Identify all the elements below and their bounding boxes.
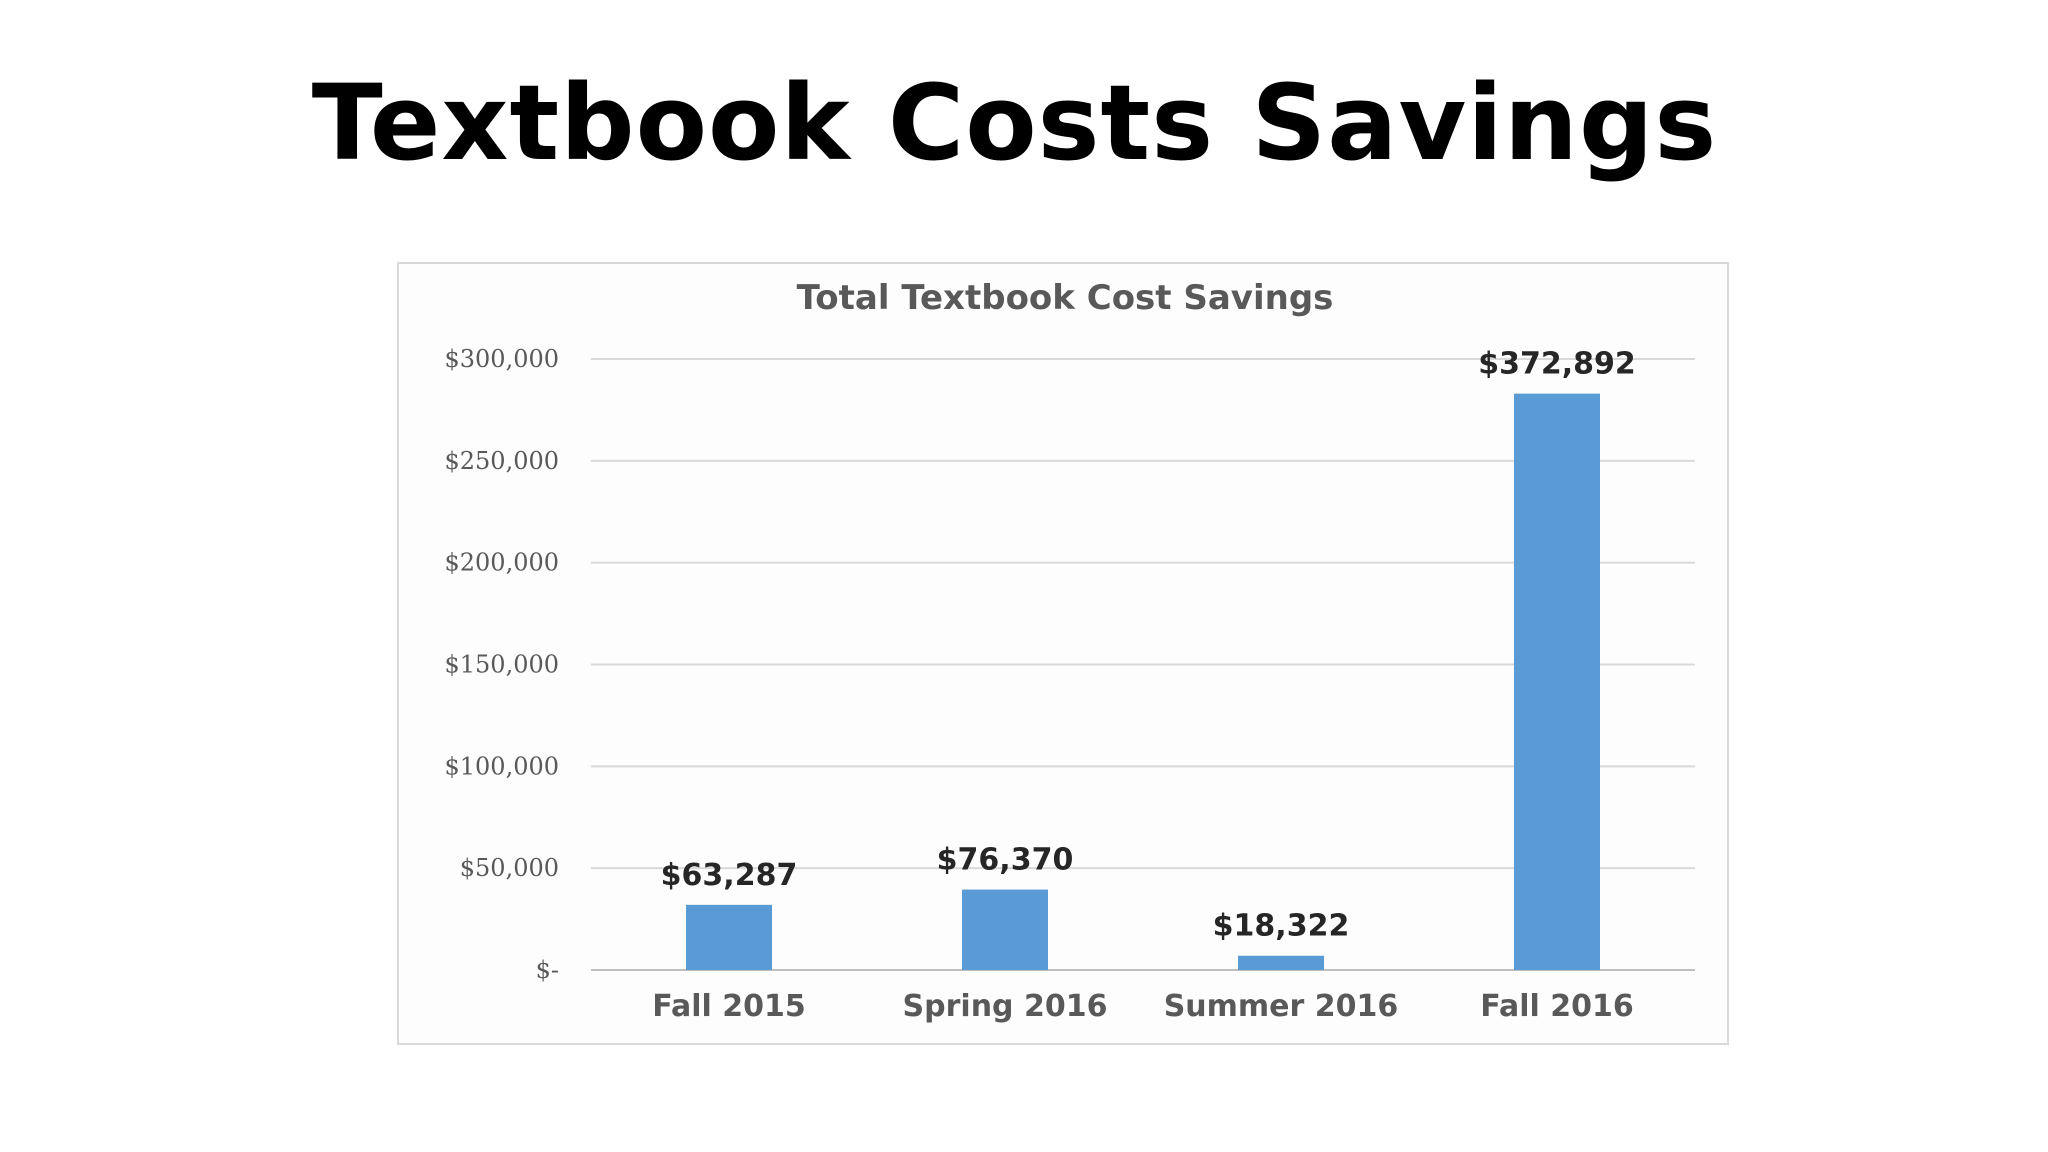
y-tick-label: $50,000 [460, 854, 559, 882]
y-tick-label: $100,000 [444, 752, 559, 780]
x-category-label: Spring 2016 [903, 989, 1108, 1024]
bar-chart: Total Textbook Cost Savings $- $50,000 $10… [444, 278, 1695, 1024]
y-tick-label: $150,000 [444, 651, 559, 679]
x-axis-categories: Fall 2015 Spring 2016 Summer 2016 Fall 2016 [652, 989, 1634, 1024]
y-tick-label: $200,000 [444, 549, 559, 577]
x-category-label: Fall 2015 [652, 989, 806, 1024]
y-tick-label: $300,000 [444, 345, 559, 373]
y-tick-label: $- [536, 956, 559, 984]
chart-container: Total Textbook Cost Savings $- $50,000 $10… [397, 262, 1729, 1045]
x-category-label: Fall 2016 [1480, 989, 1634, 1024]
data-labels: $63,287 $76,370 $18,322 $372,892 [661, 347, 1636, 944]
x-category-label: Summer 2016 [1164, 989, 1399, 1024]
data-label: $76,370 [937, 843, 1074, 878]
data-label: $372,892 [1478, 347, 1636, 382]
data-label: $63,287 [661, 858, 798, 893]
slide-title: Textbook Costs Savings [311, 62, 1718, 184]
bar [1238, 955, 1324, 970]
bar [686, 904, 772, 970]
bar [1514, 393, 1600, 970]
data-label: $18,322 [1213, 909, 1350, 944]
gridlines [591, 358, 1695, 971]
bar [962, 889, 1048, 970]
chart-title: Total Textbook Cost Savings [797, 278, 1334, 318]
y-axis-ticks: $- $50,000 $100,000 $150,000 $200,000 $250,00… [444, 345, 559, 984]
y-tick-label: $250,000 [444, 447, 559, 475]
bars [686, 393, 1600, 970]
